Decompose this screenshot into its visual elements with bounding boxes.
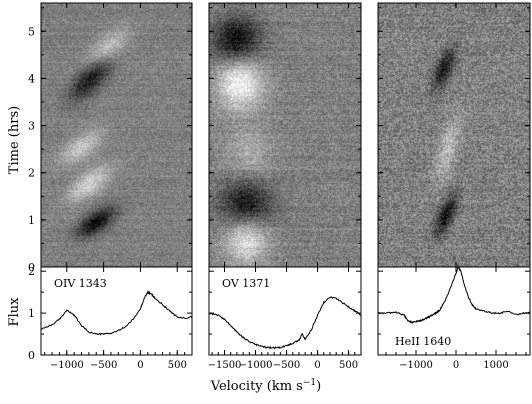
velocity-tick-label: 0	[314, 360, 320, 371]
time-tick-label: 1	[28, 214, 35, 227]
time-tick-label: 4	[28, 72, 35, 85]
heatmap-ov-1371	[208, 2, 362, 268]
velocity-tick-label: −1000	[239, 360, 273, 371]
flux-tick-label: 0	[28, 349, 35, 362]
velocity-tick-label: −1500	[208, 360, 242, 371]
heatmap-image-oiv-1343	[41, 3, 192, 267]
heatmap-image-heii-1640	[378, 3, 530, 267]
velocity-tick-label: 1000	[483, 360, 508, 371]
flux-line-ov-1371	[209, 296, 361, 350]
time-tick-label: 3	[28, 120, 35, 133]
heatmap-oiv-1343: 0 1 2 3 4 5	[28, 2, 193, 274]
velocity-tick-label: −500	[90, 360, 117, 371]
flux-frame-oiv-1343	[40, 266, 193, 356]
flux-line-oiv-1343	[41, 290, 192, 336]
flux-frame-ov-1371	[208, 266, 362, 356]
flux-panel-heii-1640: −1000 0 1000 HeII 1640	[377, 266, 531, 371]
velocity-axis-label: Velocity (km s−1)	[210, 378, 321, 394]
flux-panel-ov-1371: −1500−1000 −500 0 500 OV 1371	[208, 266, 362, 371]
heatmap-image-ov-1371	[209, 3, 361, 267]
flux-axis-label: Flux	[7, 297, 22, 327]
time-tick-label: 0	[28, 261, 35, 274]
line-label-oiv-1343: OIV 1343	[54, 277, 107, 290]
flux-panel-oiv-1343: −1000 −500 0 500 0 1 2 OIV 1343	[28, 265, 193, 371]
time-tick-label: 2	[28, 167, 35, 180]
flux-frame-heii-1640	[377, 266, 531, 356]
heatmap-heii-1640	[377, 2, 531, 268]
flux-line-heii-1640	[378, 267, 530, 325]
line-label-heii-1640: HeII 1640	[395, 335, 451, 348]
velocity-tick-label: 0	[453, 360, 459, 371]
time-axis-label: Time (hrs)	[7, 106, 22, 174]
velocity-tick-label: 500	[168, 360, 187, 371]
time-tick-label: 5	[28, 25, 35, 38]
velocity-tick-label: 0	[137, 360, 143, 371]
flux-tick-label: 2	[28, 265, 35, 278]
velocity-tick-label: −500	[273, 360, 300, 371]
velocity-tick-label: −1000	[399, 360, 433, 371]
flux-tick-label: 1	[28, 307, 35, 320]
velocity-tick-label: −1000	[50, 360, 84, 371]
line-label-ov-1371: OV 1371	[222, 277, 270, 290]
velocity-tick-label: 500	[339, 360, 358, 371]
